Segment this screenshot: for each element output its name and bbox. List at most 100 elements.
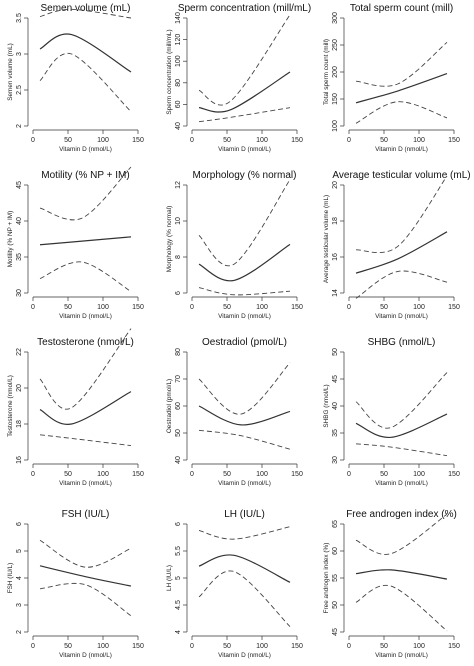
x-axis-label: Vitamin D (nmol/L) (59, 146, 112, 153)
y-tick-label: 16 (332, 253, 339, 261)
y-axis-label: Morphology (% normal) (166, 206, 173, 272)
lower-confidence-line (39, 582, 132, 617)
y-tick-label: 2 (16, 630, 23, 634)
y-tick-label: 3.5 (16, 13, 23, 23)
y-tick-label: 5 (16, 549, 23, 553)
upper-confidence-line (355, 513, 448, 555)
y-axis-label: Testosterone (nmol/L) (7, 375, 14, 437)
upper-confidence-line (355, 41, 448, 87)
x-tick-label: 50 (223, 471, 231, 478)
x-tick-label: 100 (97, 304, 109, 311)
panel-title: FSH (IU/L) (62, 509, 110, 520)
x-tick-label: 0 (31, 304, 35, 311)
x-tick-label: 100 (256, 137, 268, 144)
fitted-line (355, 73, 448, 104)
x-tick-label: 0 (190, 304, 194, 311)
x-tick-label: 50 (64, 137, 72, 144)
x-tick-label: 50 (223, 643, 231, 650)
y-tick-label: 12 (175, 181, 182, 189)
x-tick-label: 0 (347, 304, 351, 311)
chart-panel-7: Testosterone (nmol/L) 16 18 20 22 0 50 100 150 Vi… (7, 328, 144, 487)
y-tick-label: 2 (16, 124, 23, 128)
upper-confidence-line (39, 166, 132, 221)
upper-confidence-line (198, 526, 291, 540)
x-tick-label: 0 (347, 137, 351, 144)
y-tick-label: 40 (175, 122, 182, 130)
x-tick-label: 100 (97, 137, 109, 144)
y-tick-label: 18 (332, 217, 339, 225)
x-axis-label: Vitamin D (nmol/L) (375, 652, 428, 659)
fitted-line (39, 236, 132, 246)
y-axis-label: Average testicular volume (mL) (323, 195, 330, 283)
x-tick-label: 0 (31, 471, 35, 478)
y-tick-label: 40 (16, 217, 23, 225)
chart-panel-3: Total sperm count (mill) 100 150 200 250 300 0… (323, 3, 460, 153)
fitted-line (39, 33, 132, 73)
panel-title: Average testicular volume (mL) (332, 170, 470, 181)
upper-confidence-line (39, 8, 132, 19)
x-tick-label: 150 (132, 137, 144, 144)
chart-panel-10: FSH (IU/L) 2 3 4 5 6 0 50 100 150 Vitamin D (nmol/… (7, 509, 144, 659)
y-tick-label: 5 (175, 576, 182, 580)
y-tick-label: 4 (175, 630, 182, 634)
x-axis-label: Vitamin D (nmol/L) (59, 313, 112, 320)
x-tick-label: 50 (380, 643, 388, 650)
lower-confidence-line (355, 101, 448, 124)
y-tick-label: 80 (175, 348, 182, 356)
upper-confidence-line (198, 179, 291, 267)
x-tick-label: 100 (97, 471, 109, 478)
x-axis-label: Vitamin D (nmol/L) (218, 480, 271, 487)
y-tick-label: 6 (16, 522, 23, 526)
chart-panel-5: Morphology (% normal) 6 8 10 12 0 50 100 150 Vita… (166, 170, 303, 320)
x-tick-label: 150 (132, 471, 144, 478)
y-axis-label: LH (IU/L) (166, 565, 173, 591)
y-tick-label: 150 (332, 93, 339, 105)
y-axis-label: Total sperm count (mill) (323, 39, 330, 105)
upper-confidence-line (198, 14, 291, 106)
upper-confidence-line (39, 328, 132, 410)
lower-confidence-line (198, 287, 291, 296)
upper-confidence-line (355, 175, 448, 254)
x-axis-label: Vitamin D (nmol/L) (218, 652, 271, 659)
panel-title: Morphology (% normal) (193, 170, 297, 181)
fitted-line (198, 71, 291, 113)
x-tick-label: 0 (31, 643, 35, 650)
chart-panel-1: Semen volume (mL) 2 2.5 3 3.5 0 50 100 150 Vitami… (7, 3, 144, 153)
y-tick-label: 6 (175, 291, 182, 295)
y-tick-label: 55 (332, 574, 339, 582)
y-tick-label: 30 (16, 289, 23, 297)
y-tick-label: 100 (332, 120, 339, 132)
x-tick-label: 50 (380, 137, 388, 144)
x-axis-label: Vitamin D (nmol/L) (59, 652, 112, 659)
x-tick-label: 0 (347, 471, 351, 478)
panel-title: Oestradiol (pmol/L) (202, 337, 287, 348)
x-tick-label: 100 (256, 471, 268, 478)
x-tick-label: 100 (413, 304, 425, 311)
y-tick-label: 50 (332, 601, 339, 609)
chart-panel-2: Sperm concentration (mill/mL) 40 60 80 100 12… (166, 3, 311, 153)
y-tick-label: 70 (175, 375, 182, 383)
y-tick-label: 120 (175, 34, 182, 46)
y-tick-label: 6 (175, 522, 182, 526)
panel-title: Total sperm count (mill) (350, 3, 453, 14)
y-tick-label: 45 (332, 628, 339, 636)
upper-confidence-line (198, 362, 291, 415)
panel-title: Testosterone (nmol/L) (37, 337, 134, 348)
y-tick-label: 8 (175, 255, 182, 259)
x-tick-label: 150 (291, 471, 303, 478)
lower-confidence-line (198, 107, 291, 123)
y-tick-label: 65 (332, 520, 339, 528)
y-tick-label: 80 (175, 79, 182, 87)
x-tick-label: 150 (291, 304, 303, 311)
y-axis-label: Semen volume (mL) (7, 43, 14, 101)
y-tick-label: 140 (175, 12, 182, 24)
upper-confidence-line (39, 539, 132, 568)
x-tick-label: 100 (97, 643, 109, 650)
y-axis-label: Oestradiol (pmol/L) (166, 379, 173, 433)
fitted-line (39, 565, 132, 587)
y-tick-label: 40 (175, 456, 182, 464)
y-tick-label: 2.5 (16, 85, 23, 95)
x-axis-label: Vitamin D (nmol/L) (218, 313, 271, 320)
x-tick-label: 50 (380, 304, 388, 311)
